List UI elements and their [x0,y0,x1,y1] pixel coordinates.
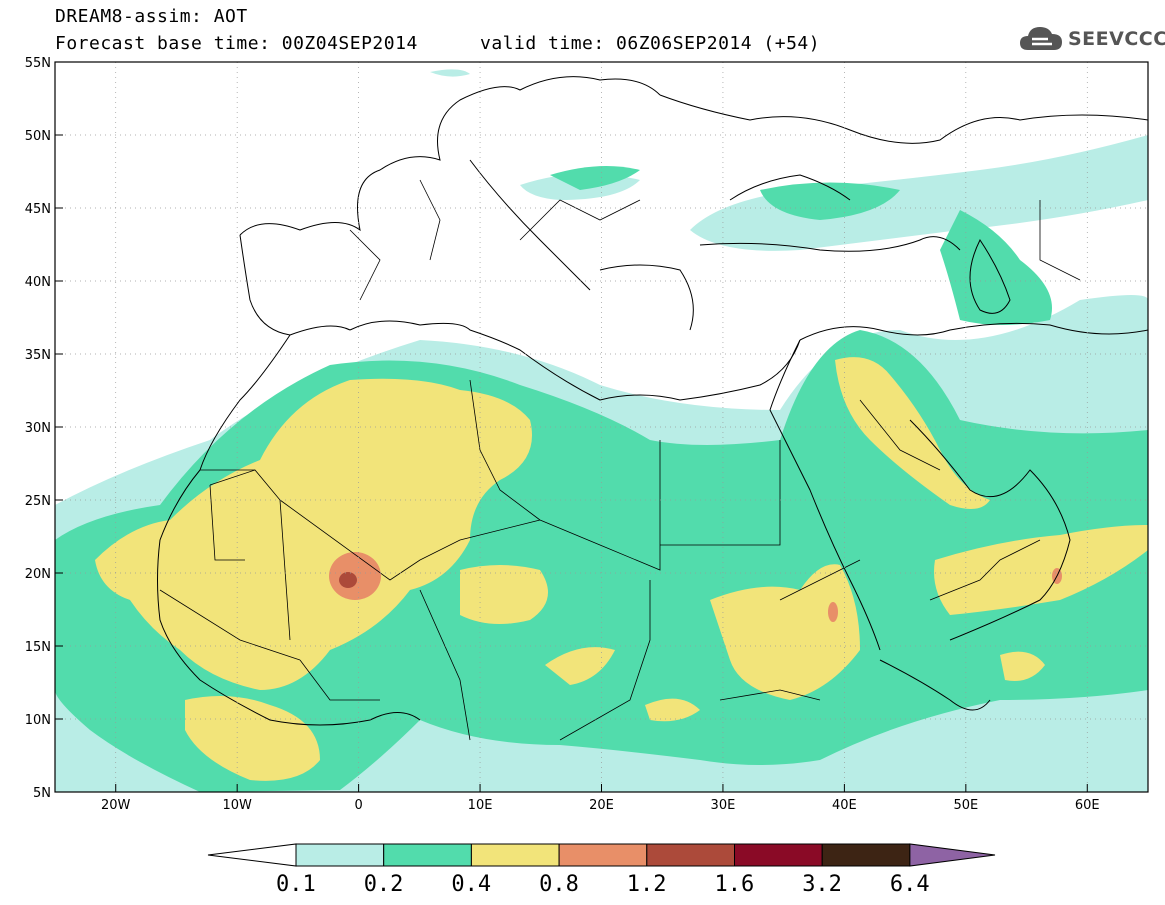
gridlines [55,62,1148,792]
lat-tick-label: 40N [25,275,51,290]
valid-time: valid time: 06Z06SEP2014 (+54) [480,33,821,54]
lon-tick-label: 10W [222,798,252,813]
lat-tick-label: 20N [25,567,51,582]
colorbar-swatch [821,843,911,867]
colorbar-swatch [646,843,735,867]
lon-tick-label: 20W [101,798,131,813]
aot-band-1.2-1.6 [339,572,357,588]
colorbar-over-triangle [909,843,996,867]
lat-tick-label: 30N [25,421,51,436]
colorbar-label: 0.2 [363,872,404,897]
country-borders [159,179,1081,741]
lat-tick-label: 55N [25,56,51,71]
lat-tick-label: 10N [25,713,51,728]
colorbar-label: 0.1 [276,872,316,897]
cloud-icon [1020,27,1062,50]
lon-tick-label: 20E [589,798,614,813]
colorbar-swatch [734,843,823,867]
lat-tick-label: 35N [25,348,51,363]
forecast-base-time: Forecast base time: 00Z04SEP2014 [55,33,418,54]
colorbar-label: 0.4 [451,872,492,897]
colorbar-label: 1.6 [714,872,755,897]
map-title: DREAM8-assim: AOT [55,6,248,27]
lon-tick-label: 60E [1075,798,1100,813]
aot-band-0.4-0.8 [95,357,1148,781]
lat-tick-label: 15N [25,640,51,655]
lon-tick-label: 10E [468,798,493,813]
colorbar-label: 6.4 [889,872,930,897]
seevccc-logo: SEEVCCC [1018,22,1165,56]
aot-shading [55,62,1148,792]
colorbar [207,843,996,867]
colorbar-label: 1.2 [626,872,667,897]
colorbar-swatch [383,843,472,867]
lon-tick-label: 0 [354,798,362,813]
colorbar-under-triangle [207,843,297,867]
lon-tick-label: 50E [953,798,978,813]
colorbar-swatch [295,843,385,867]
colorbar-swatch [470,843,560,867]
coastlines [157,76,1148,726]
colorbar-swatch [558,843,648,867]
lon-tick-label: 40E [832,798,857,813]
colorbar-label: 3.2 [802,872,842,897]
axis-ticks: 20W 10W 0 10E 20E 30E 40E 50E 60E 55N 50N 45N 40N 35N… [25,56,1100,813]
lat-tick-label: 5N [33,786,51,801]
lon-tick-label: 30E [711,798,736,813]
lat-tick-label: 25N [25,494,51,509]
lat-tick-label: 45N [25,202,51,217]
lat-tick-label: 50N [25,129,51,144]
logo-text: SEEVCCC [1068,28,1165,50]
colorbar-label: 0.8 [539,872,579,897]
